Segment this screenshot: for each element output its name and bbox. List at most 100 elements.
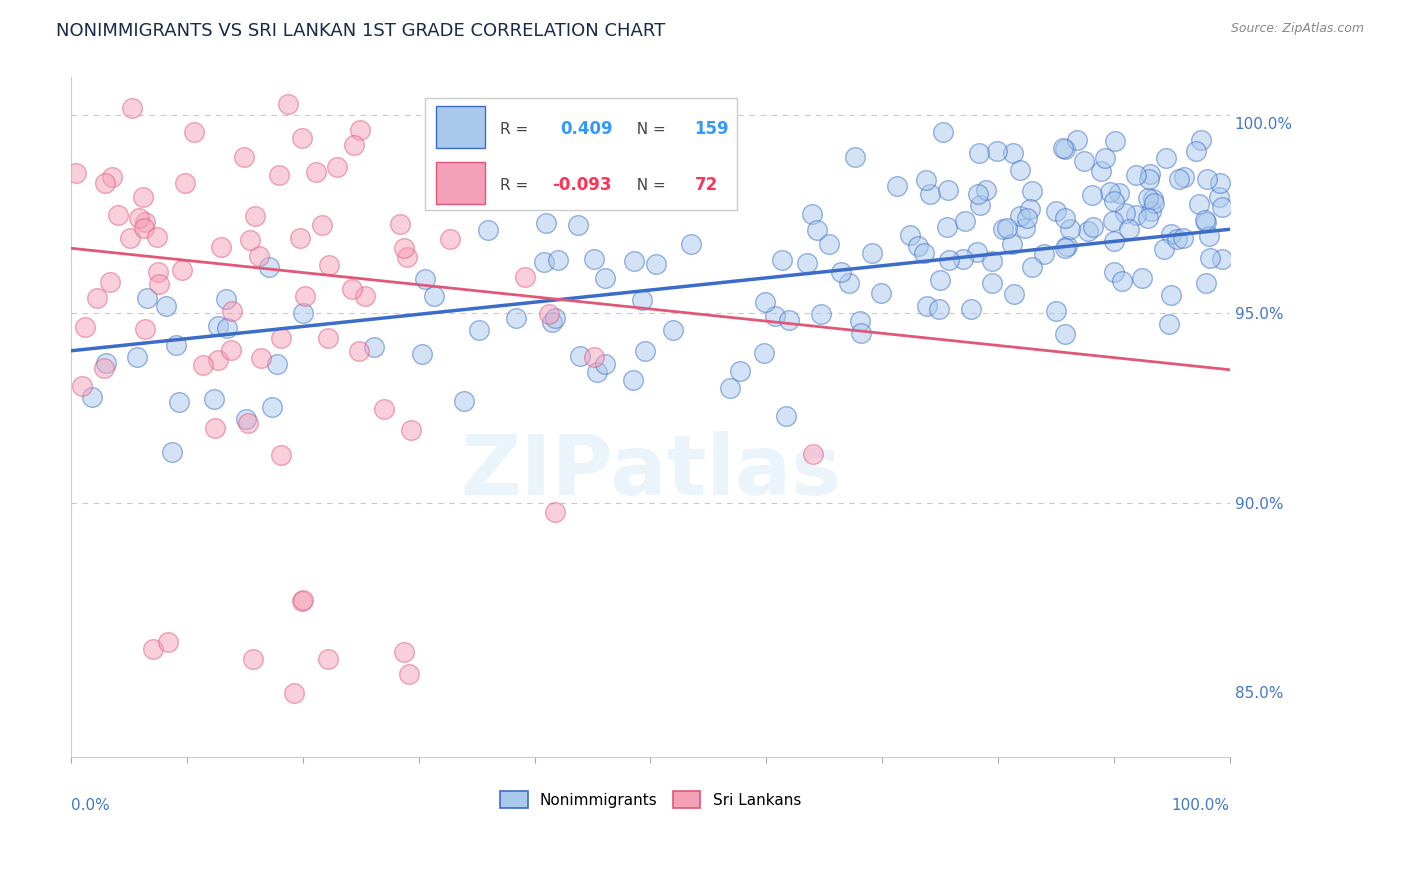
Point (1211, 200, 1233, 214)
Point (219, 343, 242, 357)
Point (204, 420, 226, 434)
Point (75, 320, 97, 334)
Point (363, 341, 385, 355)
Point (209, 240, 232, 254)
Point (1054, 211, 1077, 225)
Point (101, 169, 124, 184)
Point (270, 331, 292, 345)
Point (1125, 168, 1147, 182)
Text: N =: N = (627, 178, 671, 193)
Point (754, 295, 776, 310)
Point (1167, 171, 1189, 186)
Point (172, 262, 194, 277)
Point (392, 645, 415, 659)
Point (938, 252, 960, 267)
Point (1160, 288, 1182, 302)
Point (305, 165, 328, 179)
Point (215, 292, 238, 306)
FancyBboxPatch shape (436, 106, 485, 148)
Point (775, 409, 797, 423)
Point (586, 365, 609, 379)
Point (1010, 209, 1032, 223)
Point (810, 307, 832, 321)
Point (1166, 232, 1188, 246)
Point (291, 594, 314, 608)
Point (981, 254, 1004, 268)
Point (838, 276, 860, 290)
Point (1056, 239, 1078, 253)
Point (1137, 211, 1160, 225)
Point (513, 269, 536, 284)
Point (920, 187, 942, 202)
Point (243, 210, 266, 224)
Point (118, 231, 141, 245)
Point (1054, 141, 1077, 155)
Point (392, 241, 415, 255)
Point (995, 220, 1018, 235)
Point (1008, 162, 1031, 177)
Point (728, 364, 751, 378)
Point (1059, 222, 1081, 236)
Point (1098, 185, 1121, 199)
Point (662, 323, 685, 337)
Point (146, 229, 169, 244)
Point (142, 641, 165, 656)
Point (1159, 317, 1181, 331)
Point (547, 253, 569, 268)
Point (1066, 133, 1088, 147)
Point (898, 227, 921, 242)
Point (959, 301, 981, 316)
Point (1111, 274, 1133, 288)
Point (1104, 135, 1126, 149)
Point (247, 249, 270, 263)
Point (1209, 177, 1232, 191)
Point (294, 289, 316, 303)
Point (316, 652, 339, 666)
Point (1154, 151, 1177, 165)
Point (953, 213, 976, 227)
Point (86, 291, 108, 305)
Point (1118, 222, 1140, 236)
Point (183, 125, 205, 139)
Point (582, 350, 605, 364)
Point (695, 192, 717, 206)
Point (318, 258, 340, 272)
Point (986, 144, 1008, 158)
Point (1104, 265, 1126, 279)
Point (645, 257, 668, 271)
Point (343, 138, 366, 153)
Text: NONIMMIGRANTS VS SRI LANKAN 1ST GRADE CORRELATION CHART: NONIMMIGRANTS VS SRI LANKAN 1ST GRADE CO… (56, 22, 665, 40)
Point (907, 239, 929, 253)
Point (1102, 214, 1125, 228)
Point (80, 390, 103, 404)
Point (217, 321, 239, 335)
Point (505, 310, 527, 325)
Point (1171, 230, 1194, 244)
Point (1052, 141, 1074, 155)
Point (1108, 186, 1130, 201)
Point (93, 361, 115, 376)
Point (233, 150, 256, 164)
Point (468, 322, 491, 336)
Point (291, 131, 314, 145)
Text: ZIPatlas: ZIPatlas (460, 431, 841, 512)
Point (146, 265, 169, 279)
Point (415, 272, 437, 286)
Point (915, 299, 938, 313)
Point (533, 254, 555, 268)
Point (340, 282, 363, 296)
Point (1211, 252, 1233, 266)
Point (993, 221, 1015, 235)
Point (72, 378, 94, 392)
Point (1001, 237, 1024, 252)
Point (395, 251, 418, 265)
Point (349, 123, 371, 137)
Point (1080, 187, 1102, 202)
Point (931, 126, 953, 140)
Point (288, 231, 311, 245)
Point (1142, 195, 1164, 210)
Point (1094, 151, 1116, 165)
Point (1002, 286, 1025, 301)
Point (1142, 193, 1164, 207)
Point (1033, 247, 1056, 261)
